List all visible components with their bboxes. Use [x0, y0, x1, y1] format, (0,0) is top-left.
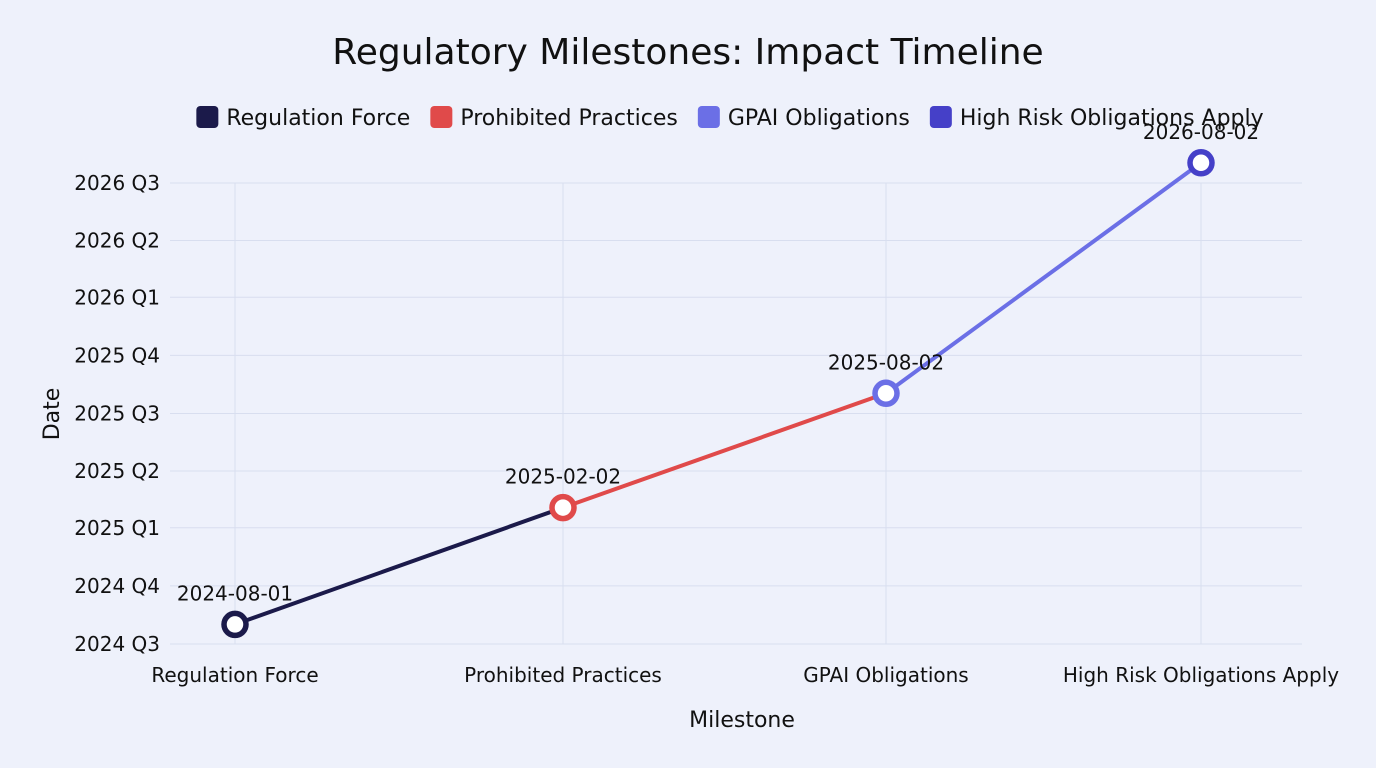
data-point [549, 493, 577, 522]
line-segment [233, 505, 565, 627]
y-tick-label: 2026 Q2 [74, 228, 160, 252]
data-point [872, 379, 900, 408]
series-line [233, 160, 1203, 627]
data-label: 2024-08-01 [177, 581, 293, 605]
grid [170, 182, 1302, 645]
y-tick-label: 2024 Q4 [74, 574, 160, 598]
y-tick-label: 2025 Q3 [74, 402, 160, 426]
data-label: 2025-02-02 [505, 465, 621, 489]
line-segment [884, 160, 1203, 396]
line-segment [561, 391, 888, 510]
legend-swatch [697, 106, 720, 128]
x-axis-ticks: Regulation Force Prohibited Practices GPAI… [151, 663, 1339, 687]
legend-swatch [430, 106, 453, 128]
series-points [221, 149, 1215, 639]
y-tick-label: 2026 Q3 [74, 171, 160, 195]
y-tick-label: 2026 Q1 [74, 285, 160, 309]
y-tick-label: 2025 Q2 [74, 459, 160, 483]
y-tick-label: 2024 Q3 [74, 632, 160, 656]
y-axis-title: Date [40, 388, 65, 441]
legend-label: GPAI Obligations [728, 106, 910, 131]
chart-title: Regulatory Milestones: Impact Timeline [332, 32, 1043, 73]
legend-label: Prohibited Practices [460, 106, 678, 131]
legend: Regulation Force Prohibited Practices GPAI… [196, 106, 1264, 131]
x-tick-label: GPAI Obligations [803, 663, 968, 687]
data-label: 2025-08-02 [828, 350, 944, 374]
legend-swatch [196, 106, 219, 128]
data-label: 2026-08-02 [1143, 120, 1259, 144]
legend-label: Regulation Force [226, 106, 410, 131]
x-tick-label: Regulation Force [151, 663, 318, 687]
legend-label: High Risk Obligations Apply [960, 106, 1264, 131]
y-axis-ticks: 2024 Q3 2024 Q4 2025 Q1 2025 Q2 2025 Q3 2025 … [74, 171, 160, 656]
data-point [1187, 149, 1215, 177]
y-tick-label: 2025 Q4 [74, 343, 160, 367]
x-tick-label: Prohibited Practices [464, 663, 662, 687]
data-point [221, 610, 249, 639]
y-tick-label: 2025 Q1 [74, 516, 160, 540]
data-labels: 2024-08-01 2025-02-02 2025-08-02 2026-08-02 [177, 120, 1259, 606]
legend-swatch [929, 106, 952, 128]
x-tick-label: High Risk Obligations Apply [1063, 663, 1339, 687]
x-axis-title: Milestone [689, 708, 795, 733]
